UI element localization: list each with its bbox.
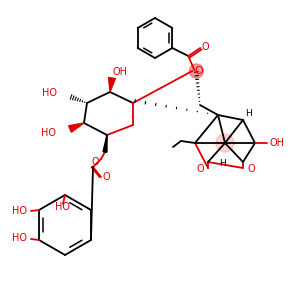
Text: O: O	[196, 164, 204, 174]
Text: HO: HO	[56, 202, 70, 212]
Text: O: O	[202, 42, 209, 52]
Text: O: O	[91, 157, 99, 167]
Polygon shape	[103, 135, 107, 152]
Circle shape	[216, 134, 234, 152]
Text: OH: OH	[269, 138, 284, 148]
Text: HO: HO	[41, 128, 56, 138]
Polygon shape	[69, 123, 84, 132]
Text: OH: OH	[112, 67, 128, 77]
Text: HO: HO	[12, 233, 27, 243]
Text: O: O	[247, 164, 255, 174]
Text: O: O	[102, 172, 110, 182]
Text: HO: HO	[12, 206, 27, 216]
Text: H: H	[220, 158, 226, 167]
Polygon shape	[109, 77, 116, 92]
Text: O: O	[194, 66, 203, 76]
Text: H: H	[246, 110, 252, 118]
Text: HO: HO	[42, 88, 57, 98]
Circle shape	[189, 64, 203, 78]
